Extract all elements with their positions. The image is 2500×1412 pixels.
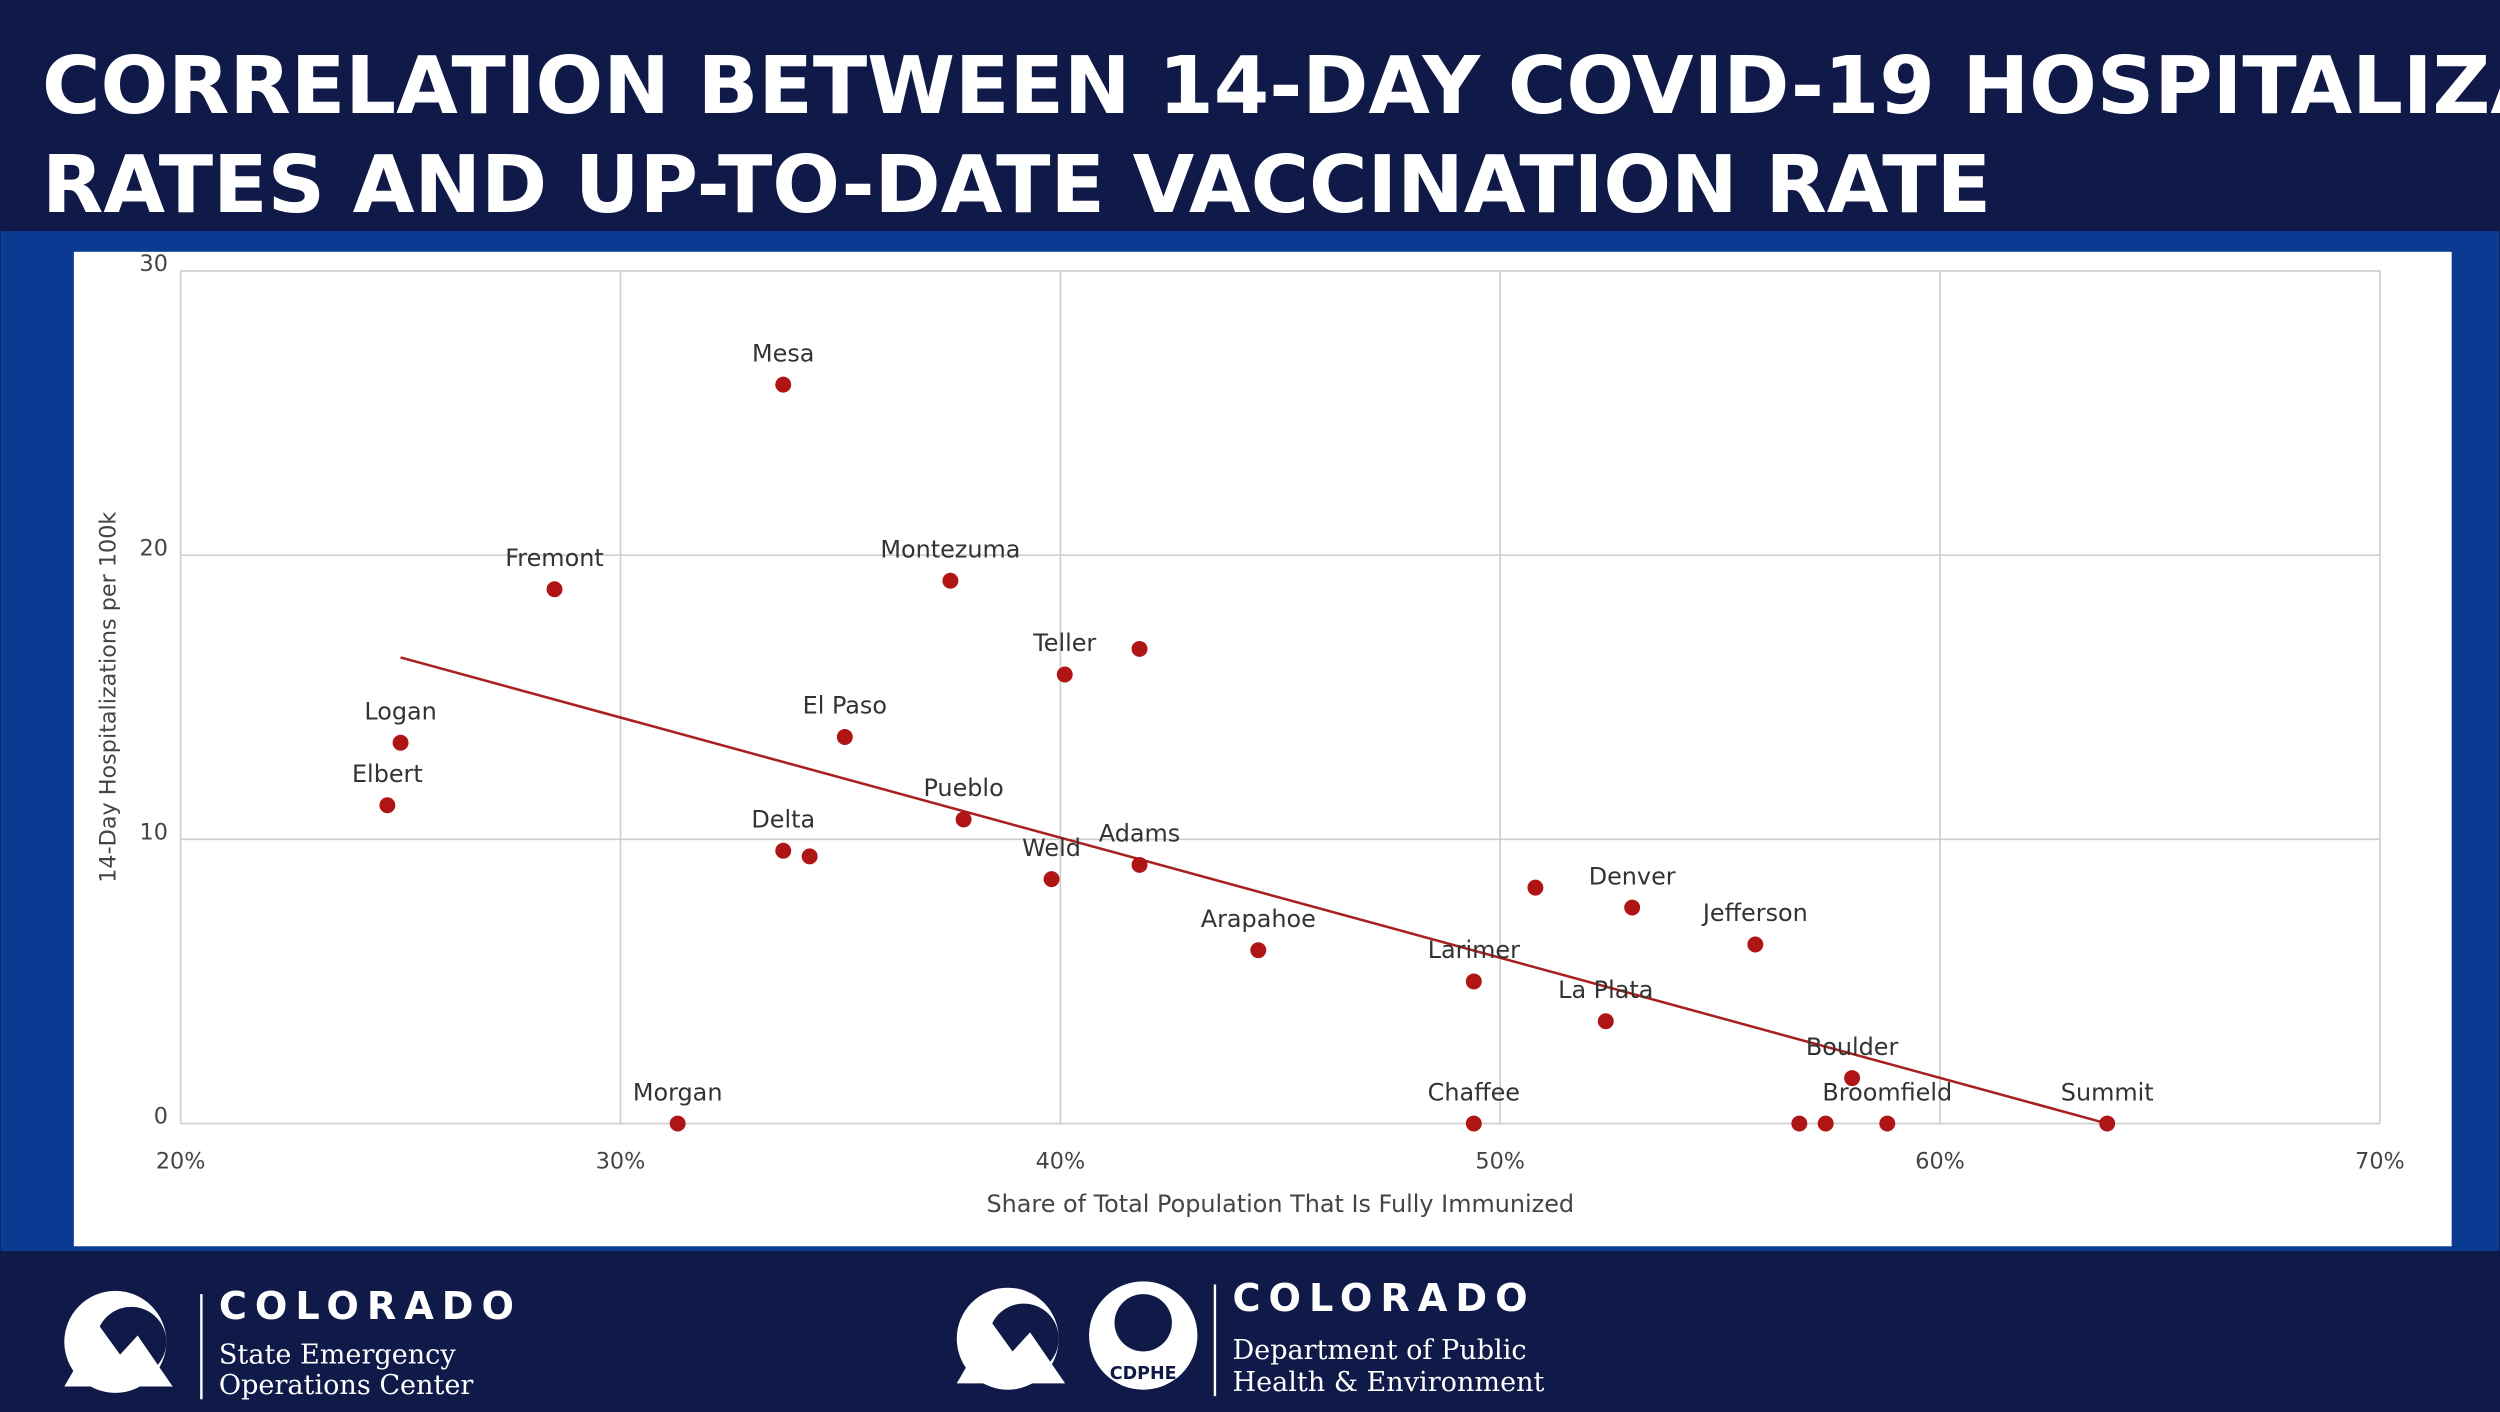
footer-left: COLORADO State Emergency Operations Cent… (64, 1285, 522, 1401)
point-label: Montezuma (880, 535, 1020, 563)
point (2099, 1115, 2116, 1132)
title-line: CORRELATION BETWEEN 14-DAY COVID-19 HOSP… (42, 39, 2500, 132)
point-label: Pueblo (923, 774, 1003, 802)
point-label: Arapahoe (1201, 905, 1316, 933)
x-axis-label: Share of Total Population That Is Fully … (986, 1190, 1574, 1218)
point-label: Morgan (633, 1078, 723, 1106)
point-label: Logan (364, 697, 436, 725)
footer-text: Department of Public (1232, 1335, 1526, 1366)
point (775, 842, 792, 859)
point (775, 376, 792, 393)
point-label: Delta (751, 805, 815, 833)
point (1056, 666, 1073, 683)
point-label: Adams (1099, 820, 1180, 848)
chart-panel (73, 251, 2452, 1247)
point-label: Weld (1022, 834, 1081, 862)
trendline (400, 656, 2108, 1125)
footer-text: State Emergency (219, 1340, 456, 1371)
logo-mountain (64, 1325, 173, 1387)
point-label: Elbert (352, 760, 423, 788)
footer-text: Operations Center (219, 1370, 474, 1401)
point (1043, 871, 1060, 888)
y-tick-label: 0 (154, 1104, 168, 1130)
point-label: Jefferson (1701, 899, 1808, 927)
point (669, 1115, 686, 1132)
badge-tree (1114, 1294, 1172, 1352)
point-label: Chaffee (1428, 1078, 1520, 1106)
x-tick-label: 20% (156, 1148, 206, 1174)
x-tick-label: 60% (1915, 1148, 1965, 1174)
point (1624, 899, 1641, 916)
point (1465, 973, 1482, 990)
point-label: El Paso (803, 692, 887, 720)
logo-mountain (956, 1322, 1066, 1384)
point-label: Denver (1589, 862, 1676, 890)
point (942, 572, 959, 589)
y-tick-label: 30 (140, 251, 168, 277)
point (1879, 1115, 1896, 1132)
title-line: RATES AND UP-TO-DATE VACCINATION RATE (42, 138, 1991, 231)
point (1250, 942, 1267, 959)
point (955, 811, 972, 828)
point-label: Larimer (1428, 936, 1520, 964)
x-tick-label: 30% (596, 1148, 646, 1174)
point-label: La Plata (1558, 976, 1653, 1004)
point (546, 581, 563, 598)
y-tick-label: 10 (140, 819, 168, 845)
brand: COLORADO (219, 1285, 522, 1329)
point-label: Teller (1032, 629, 1096, 657)
badge-text: CDPHE (1110, 1364, 1177, 1384)
point (1465, 1115, 1482, 1132)
point (1844, 1070, 1861, 1087)
point (1791, 1115, 1808, 1132)
point (1747, 936, 1764, 953)
y-axis-label: 14-Day Hospitalizations per 100k (95, 512, 121, 883)
y-tick-label: 20 (140, 535, 168, 561)
point (1131, 640, 1148, 657)
x-tick-label: 50% (1475, 1148, 1525, 1174)
point-label: Broomfield (1822, 1078, 1952, 1106)
point-label: Mesa (752, 339, 814, 367)
point (1817, 1115, 1834, 1132)
footer-text: Health & Environment (1232, 1367, 1544, 1398)
brand: COLORADO (1232, 1277, 1535, 1321)
x-tick-label: 70% (2355, 1148, 2405, 1174)
point (801, 848, 818, 865)
point-label: Boulder (1806, 1033, 1899, 1061)
footer-right: CDPHE COLORADO Department of Public Heal… (956, 1277, 1545, 1398)
point (379, 797, 396, 814)
point (1131, 856, 1148, 873)
point (1597, 1013, 1614, 1030)
point-label: Fremont (505, 544, 603, 572)
x-tick-label: 40% (1036, 1148, 1086, 1174)
point (836, 729, 853, 745)
point-label: Summit (2061, 1078, 2154, 1106)
point (1527, 879, 1544, 896)
plot: 0 10 20 30 20% 30% 40% 50% 60% 70% Share of Total … (95, 251, 2404, 1218)
point (392, 734, 409, 751)
